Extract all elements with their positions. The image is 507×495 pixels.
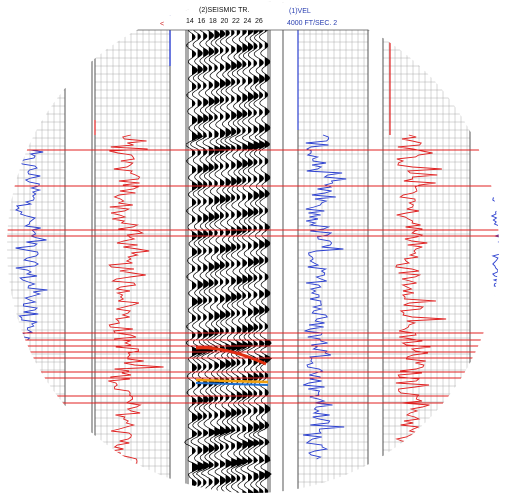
velocity-range-label: 4000 FT/SEC. 2	[287, 20, 337, 27]
trace-number: 16	[198, 18, 206, 25]
trace-number: 14	[186, 18, 194, 25]
seismic-trace-fill	[242, 30, 250, 493]
seismic-trace	[253, 29, 266, 493]
seismic-trace	[229, 29, 245, 493]
seismic-trace	[212, 29, 228, 493]
seismic-trace-fill	[214, 30, 222, 493]
seismic-traces	[184, 29, 273, 493]
right-header-mark: <	[388, 21, 392, 28]
picked-horizons	[195, 346, 269, 386]
seismic-trace-fill	[231, 30, 239, 493]
seismic-trace	[223, 29, 239, 493]
seismic-trace	[246, 29, 262, 493]
seismic-trace	[257, 29, 273, 493]
seismic-trace	[207, 29, 222, 493]
header-strip: < (2)SEISMIC TR. 14 16 18 20 22 24 26 (1)VEL 4…	[7, 1, 499, 31]
trace-number: 24	[244, 18, 252, 25]
trace-number: 22	[232, 18, 240, 25]
left-header-mark: <	[160, 21, 164, 28]
seismic-trace-fill	[225, 30, 232, 493]
velocity-track-title: (1)VEL	[289, 8, 311, 15]
seismic-trace-fill	[253, 30, 261, 493]
red-log-right	[395, 134, 447, 470]
seismic-trace	[234, 29, 251, 493]
blue-log-right	[303, 134, 347, 460]
seismic-trace-fill	[220, 30, 228, 493]
seismic-trace-fill	[197, 30, 205, 493]
trace-number: 18	[209, 18, 217, 25]
seismic-trace-fill	[208, 30, 215, 493]
horizon-orange	[195, 378, 269, 384]
seismic-trace	[195, 29, 210, 493]
trace-number: 26	[255, 18, 263, 25]
seismic-trace-fill	[264, 30, 272, 493]
trace-number: 20	[221, 18, 229, 25]
seismic-trace	[201, 29, 216, 493]
seismic-trace	[184, 29, 200, 493]
correlation-lines	[7, 149, 499, 404]
blue-log-left	[14, 149, 48, 341]
seismic-trace-fill	[192, 30, 199, 493]
seismic-trace	[218, 29, 233, 493]
blue-log-edge	[490, 179, 499, 331]
seismic-trace	[190, 29, 206, 493]
trace-number-row: 14 16 18 20 22 24 26	[186, 18, 263, 25]
red-log-left	[108, 134, 164, 470]
seismic-trace-fill	[248, 30, 255, 493]
horizon-blue	[195, 382, 269, 386]
seismic-trace	[240, 29, 256, 493]
log-curves	[14, 1, 499, 470]
horizon-red	[195, 346, 267, 366]
seismic-track-title: (2)SEISMIC TR.	[199, 7, 249, 14]
seismic-trace-fill	[236, 30, 244, 493]
